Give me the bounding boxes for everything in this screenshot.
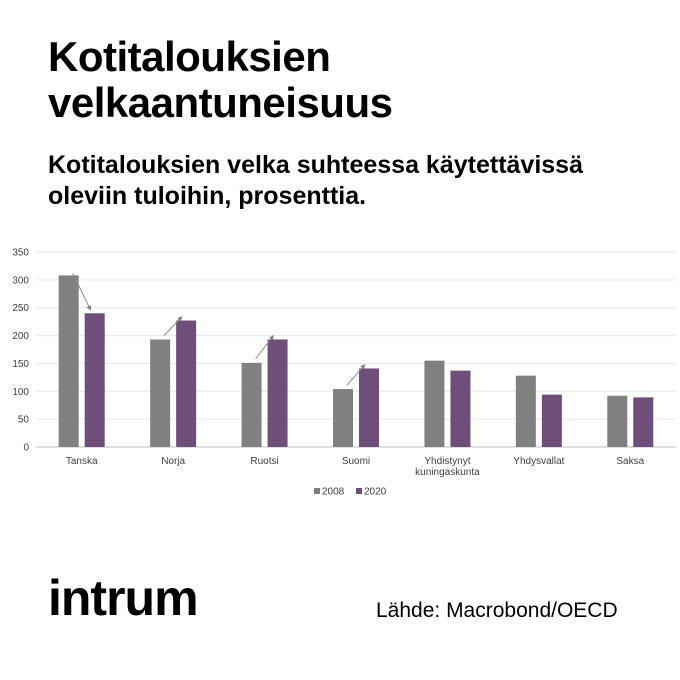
- y-tick-label: 100: [12, 387, 29, 398]
- bar-2008: [333, 389, 353, 447]
- x-tick-label: Saksa: [616, 456, 644, 467]
- bar-2020: [633, 397, 654, 447]
- bar-2020: [541, 394, 562, 447]
- page-subtitle: Kotitalouksien velka suhteessa käytettäv…: [48, 151, 583, 210]
- y-tick-label: 350: [12, 248, 29, 259]
- y-tick-label: 200: [12, 331, 29, 342]
- y-tick-label: 50: [18, 415, 30, 426]
- x-axis: Tanska Norja Ruotsi Suomi Yhdistynytkuningas…: [66, 456, 645, 478]
- y-tick-label: 300: [12, 275, 29, 286]
- bar-2008: [515, 375, 536, 447]
- gridlines: [36, 251, 676, 448]
- x-tick-label: Tanska: [66, 456, 98, 467]
- legend-swatch-2008: [314, 488, 320, 494]
- legend-label: 2008: [322, 487, 345, 498]
- bar-2008: [424, 360, 445, 447]
- x-tick-label: Norja: [161, 456, 185, 467]
- page-title: Kotitalouksien velkaantuneisuus: [48, 33, 393, 126]
- y-tick-label: 150: [12, 359, 29, 370]
- source-note: Lähde: Macrobond/OECD: [376, 599, 618, 622]
- bar-chart: 0 50 100 150 200 250 300 350 Tanska Norja Ruotsi S…: [12, 248, 676, 498]
- bar-2020: [359, 368, 379, 447]
- intrum-logo: intrum: [48, 570, 199, 626]
- legend-swatch-2020: [356, 488, 362, 494]
- bar-2008: [607, 395, 628, 447]
- change-arrow: [72, 273, 92, 311]
- bar-2008: [241, 362, 262, 447]
- x-tick-label: Yhdysvallat: [513, 456, 564, 467]
- change-arrow: [163, 316, 183, 336]
- bar-2008: [150, 339, 171, 447]
- bar-2020: [84, 313, 105, 447]
- bar-2020: [176, 320, 197, 447]
- y-tick-label: 250: [12, 303, 29, 314]
- y-axis: 0 50 100 150 200 250 300 350: [12, 248, 29, 454]
- legend-label: 2020: [364, 487, 387, 498]
- x-tick-label: Ruotsi: [250, 456, 278, 467]
- bar-2008: [58, 275, 79, 447]
- y-tick-label: 0: [23, 443, 29, 454]
- x-tick-label: Suomi: [342, 456, 370, 467]
- bars: [58, 275, 654, 447]
- bar-2020: [450, 370, 471, 447]
- legend: 2008 2020: [314, 487, 387, 498]
- bar-2020: [267, 339, 288, 447]
- change-arrows: [72, 273, 366, 386]
- change-arrow: [346, 364, 366, 386]
- change-arrow: [255, 335, 274, 360]
- x-tick-label: kuningaskunta: [415, 467, 480, 478]
- x-tick-label: Yhdistynyt: [424, 456, 470, 467]
